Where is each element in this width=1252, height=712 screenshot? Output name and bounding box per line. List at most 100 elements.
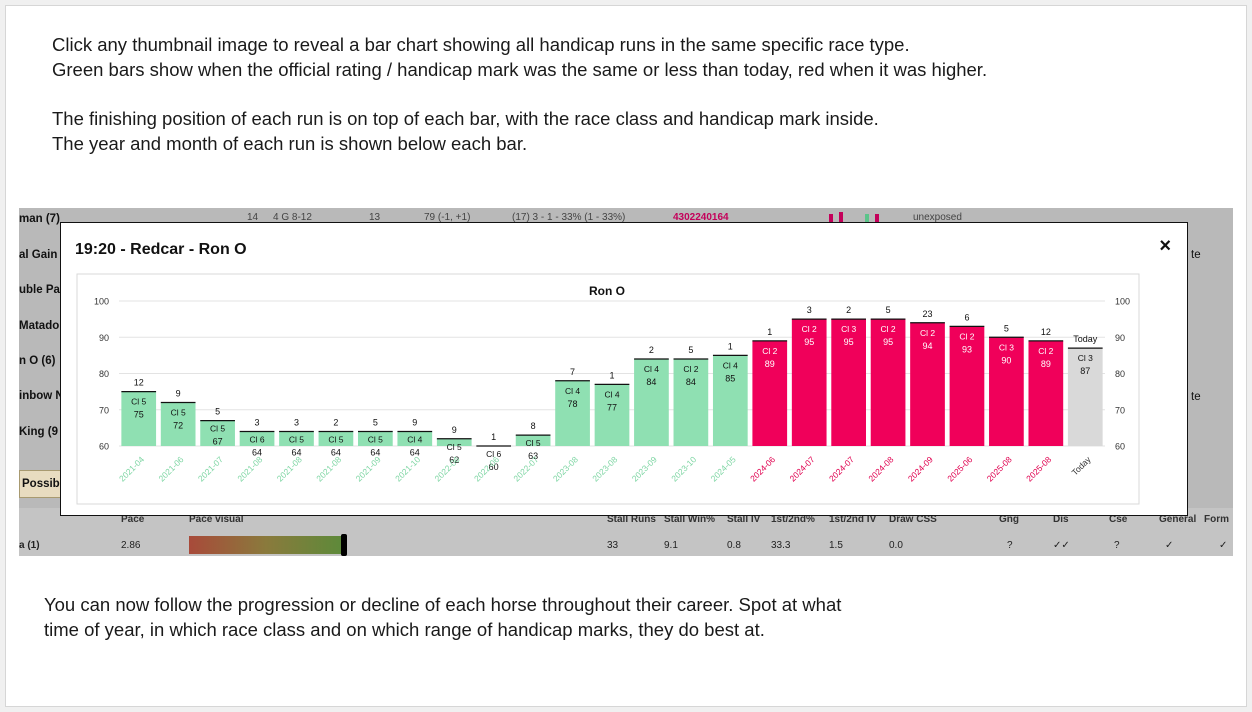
bar-position-label: 1 [609,370,614,380]
bar-position-label: 5 [688,345,693,355]
bar-mark-label: 84 [646,377,656,387]
bar [397,431,433,446]
y-tick-label-right: 70 [1115,405,1125,415]
bar [239,431,275,446]
bar-position-label: 9 [176,389,181,399]
bar [515,435,551,446]
bg-header: 1st/2nd IV [829,514,877,525]
bar-mark-label: 64 [331,448,341,458]
bar-mark-label: 63 [528,451,538,461]
bar-class-label: Cl 2 [920,328,935,338]
bar [673,359,709,446]
bar-class-label: Cl 4 [644,364,659,374]
bar-position-label: 8 [531,421,536,431]
bg-value: ✓ [1165,540,1174,551]
bar-mark-label: 72 [173,421,183,431]
bg-row-label: King (9 [19,426,58,438]
bg-value: ? [1114,540,1120,551]
bg-top-cell: 14 [247,212,259,223]
close-icon[interactable]: × [1159,235,1171,257]
bar-position-label: 7 [570,367,575,377]
bar-position-label: 3 [807,305,812,315]
y-tick-label-right: 100 [1115,297,1130,307]
bar-class-label: Cl 5 [131,397,146,407]
bar-mark-label: 60 [489,462,499,472]
bar-mark-label: 78 [568,399,578,409]
y-tick-label-right: 60 [1115,442,1125,452]
bar-position-label: 5 [373,418,378,428]
pace-visual-marker [341,534,347,556]
outro-text: You can now follow the progression or de… [44,592,841,642]
bar-position-label: 12 [134,378,144,388]
bar-mark-label: 89 [1041,359,1051,369]
intro-line-3: The finishing position of each run is on… [52,108,879,129]
y-tick-label-right: 90 [1115,333,1125,343]
chart-title: Ron O [589,284,625,298]
outro-line-1: You can now follow the progression or de… [44,594,842,615]
bar-mark-label: 64 [252,448,262,458]
bg-mini-bar [839,212,843,222]
bar-class-label: Cl 4 [407,435,422,445]
bar-position-label: 23 [923,309,933,319]
bar-mark-label: 89 [765,359,775,369]
bg-form-figures: 4302240164 [673,212,729,223]
bar-class-label: Cl 5 [447,442,462,452]
bar [791,319,827,446]
bg-row-label: inbow N [19,390,64,402]
bar-class-label: Cl 2 [802,324,817,334]
bar [200,420,235,446]
bar-position-label: 6 [964,312,969,322]
bg-row-label: uble Pa [19,284,60,296]
bar-mark-label: 84 [686,377,696,387]
bar-position-label: 3 [255,418,260,428]
bar-class-label: Cl 5 [210,424,225,434]
bar-mark-label: 90 [1001,355,1011,365]
bg-value: ✓ [1219,540,1228,551]
bg-top-cell: (17) 3 - 1 - 33% (1 - 33%) [512,212,626,223]
bar-class-label: Cl 2 [959,331,974,341]
intro-line-2: Green bars show when the official rating… [52,59,988,80]
bg-top-cell: 4 G 8-12 [273,212,312,223]
bg-row-label: n O (6) [19,355,56,367]
bar-mark-label: 95 [844,337,854,347]
bg-top-cell: 13 [369,212,381,223]
y-tick-label-left: 60 [99,442,109,452]
bar-mark-label: 75 [134,410,144,420]
bar [358,431,393,446]
bar-position-label: 3 [294,418,299,428]
intro-text: Click any thumbnail image to reveal a ba… [52,32,987,156]
bg-mini-bar [865,214,869,222]
modal-title: 19:20 - Redcar - Ron O [75,241,247,258]
bar-position-label: 2 [846,305,851,315]
pace-visual-bar [189,536,343,554]
bar [555,380,590,446]
bar-mark-label: 67 [213,437,223,447]
bar-class-label: Cl 3 [999,342,1014,352]
bar-class-label: Cl 3 [1078,353,1093,363]
y-tick-label-left: 80 [99,369,109,379]
bar-class-label: Cl 2 [762,346,777,356]
bg-header: Stall IV [727,514,761,525]
bar-position-label: 2 [333,418,338,428]
bar-mark-label: 64 [410,448,420,458]
bar [870,319,906,446]
bg-top-cell: unexposed [913,212,962,223]
bar-position-label: 9 [412,418,417,428]
bar-mark-label: 87 [1080,366,1090,376]
bar-mark-label: 64 [370,448,380,458]
bar [949,326,985,446]
bar [1028,340,1064,446]
bar-class-label: Cl 2 [1038,346,1053,356]
bar-class-label: Cl 2 [683,364,698,374]
bg-mini-bar [875,214,879,222]
bar [752,340,788,446]
bar [1067,348,1103,446]
bar-class-label: Cl 4 [604,389,619,399]
y-tick-label-left: 70 [99,405,109,415]
bg-value: 0.0 [889,540,903,551]
intro-line-4: The year and month of each run is shown … [52,133,528,154]
bg-value: 1.5 [829,540,843,551]
bar-mark-label: 64 [291,448,301,458]
bar-mark-label: 62 [449,455,459,465]
bg-mini-bar [829,214,833,222]
